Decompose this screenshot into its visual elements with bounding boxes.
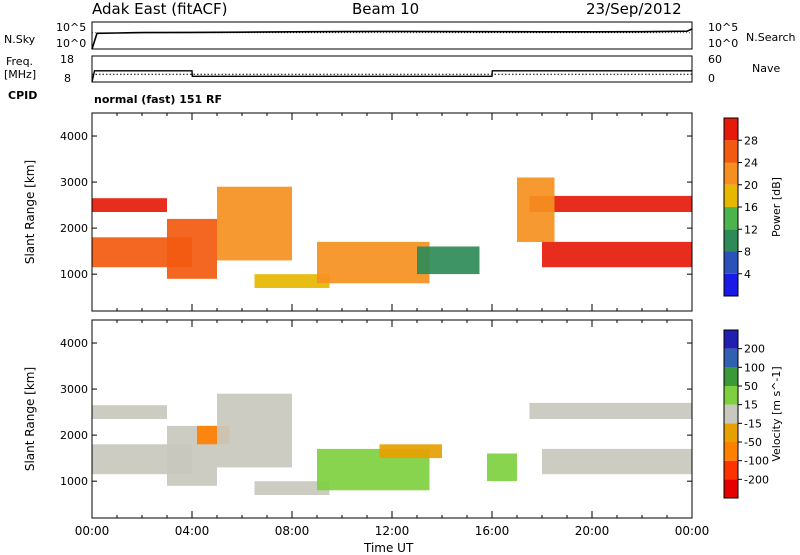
noise-frame: [91, 21, 693, 50]
velocity-region-4: [217, 393, 292, 468]
power-colorbar-tick-label-2: 12: [744, 223, 758, 236]
power-region-8: [529, 195, 692, 212]
velocity-colorbar-swatch-7: [724, 348, 738, 368]
velocity-region-5: [254, 481, 330, 495]
nsky-label: N.Sky: [4, 33, 36, 46]
nsearch-label: N.Search: [746, 31, 796, 44]
power-ytick-label-1: 2000: [60, 222, 88, 235]
freq-tick-top: 18: [60, 53, 74, 66]
power-region-3: [217, 186, 292, 261]
beam-title: Beam 10: [352, 0, 420, 18]
x-axis-label: Time UT: [364, 541, 414, 555]
x-tick-label-5: 20:00: [575, 524, 610, 538]
cpid-value: normal (fast) 151 RF: [94, 93, 222, 106]
velocity-colorbar-swatch-2: [724, 442, 738, 461]
noise-right-tick-bottom: 10^0: [708, 37, 739, 50]
power-colorbar-tick-label-5: 24: [744, 157, 758, 170]
noise-panel: [91, 21, 693, 50]
x-tick-label-4: 16:00: [475, 524, 510, 538]
freq-unit-label: [MHz]: [4, 68, 37, 81]
nave-label: Nave: [752, 62, 781, 75]
power-colorbar-swatch-4: [724, 184, 738, 208]
power-region-2: [167, 218, 217, 279]
power-colorbar-tick-label-3: 16: [744, 201, 758, 214]
noise-left-tick-bottom: 10^0: [56, 37, 87, 50]
power-colorbar-tick-label-1: 8: [744, 246, 751, 259]
power-ytick-label-3: 4000: [60, 130, 88, 143]
power-ytick-label-0: 1000: [60, 268, 88, 281]
velocity-colorbar-swatch-0: [724, 479, 738, 498]
velocity-region-10: [529, 402, 692, 419]
velocity-colorbar-swatch-5: [724, 386, 738, 405]
velocity-colorbar-label: Velocity [m s^-1]: [770, 366, 783, 461]
velocity-colorbar-swatch-3: [724, 423, 738, 442]
velocity-colorbar-tick-label-5: 50: [744, 380, 758, 393]
velocity-region-7: [379, 444, 442, 459]
power-colorbar-swatch-0: [724, 273, 738, 297]
date-title: 23/Sep/2012: [586, 0, 682, 18]
axes-ticks: 00:00 04:00 08:00 12:00 16:00 20:00 00:00: [75, 524, 710, 538]
x-tick-label-6: 00:00: [675, 524, 710, 538]
velocity-colorbar-tick-label-4: 15: [744, 399, 758, 412]
velocity-colorbar-tick-label-1: -100: [744, 455, 769, 468]
velocity-region-8: [487, 453, 517, 482]
power-region-4: [254, 274, 330, 288]
x-tick-label-1: 04:00: [175, 524, 210, 538]
power-colorbar-swatch-2: [724, 229, 738, 252]
station-title: Adak East (fitACF): [92, 0, 228, 18]
velocity-colorbar-swatch-1: [724, 460, 738, 480]
cpid-label: CPID: [8, 89, 38, 102]
power-colorbar-tick-label-6: 28: [744, 134, 758, 147]
velocity-region-1: [92, 405, 167, 419]
frequency-panel: [91, 55, 693, 83]
freq-label: Freq.: [6, 55, 34, 68]
power-region-5: [317, 241, 430, 284]
power-colorbar-swatch-1: [724, 251, 738, 274]
velocity-colorbar-swatch-4: [724, 404, 738, 424]
velocity-colorbar-tick-label-7: 200: [744, 343, 765, 356]
power-colorbar-swatch-6: [724, 140, 738, 163]
velocity-colorbar-frame: [723, 329, 739, 499]
colorbars: 4 8 12 16 20 24 28 Power [dB] -200 -100 -50 -15 15 50…: [723, 117, 783, 499]
velocity-colorbar-tick-label-2: -50: [744, 436, 762, 449]
power-ylabel: Slant Range [km]: [23, 160, 37, 264]
power-region-9: [517, 177, 555, 242]
nave-tick-bottom: 0: [708, 72, 715, 85]
power-colorbar-tick-label-0: 4: [744, 268, 751, 281]
velocity-colorbar-tick-label-6: 100: [744, 361, 765, 374]
power-colorbar-tick-label-4: 20: [744, 179, 758, 192]
velocity-ytick-label-2: 3000: [60, 383, 88, 396]
freq-frame: [91, 55, 693, 83]
nsky-line: [91, 28, 693, 50]
velocity-ylabel: Slant Range [km]: [23, 367, 37, 471]
velocity-ytick-label-1: 2000: [60, 429, 88, 442]
power-colorbar-label: Power [dB]: [770, 177, 783, 237]
velocity-ytick-label-0: 1000: [60, 475, 88, 488]
velocity-colorbar-swatch-8: [724, 330, 738, 349]
x-tick-label-2: 08:00: [275, 524, 310, 538]
velocity-panel: 1000 2000 3000 4000 Slant Range [km]: [23, 319, 693, 519]
power-colorbar-swatch-7: [724, 118, 738, 141]
velocity-colorbar-tick-label-0: -200: [744, 473, 769, 486]
nave-tick-top: 60: [708, 53, 722, 66]
freq-line: [91, 70, 692, 83]
velocity-ytick-label-3: 4000: [60, 337, 88, 350]
freq-tick-bottom: 8: [64, 72, 71, 85]
power-region-7: [542, 241, 692, 268]
velocity-colorbar-swatch-6: [724, 367, 738, 386]
noise-left-tick-top: 10^5: [56, 21, 87, 34]
x-tick-label-0: 00:00: [75, 524, 110, 538]
x-tick-label-3: 12:00: [375, 524, 410, 538]
power-colorbar-swatch-3: [724, 207, 738, 230]
velocity-colorbar-tick-label-3: -15: [744, 417, 762, 430]
velocity-region-9: [542, 448, 692, 475]
power-region-6: [417, 246, 480, 275]
power-region-1: [92, 198, 167, 212]
power-panel: 1000 2000 3000 4000 Slant Range [km]: [23, 112, 693, 312]
power-ytick-label-2: 3000: [60, 176, 88, 189]
power-colorbar-swatch-5: [724, 162, 738, 185]
noise-right-tick-top: 10^5: [708, 21, 739, 34]
